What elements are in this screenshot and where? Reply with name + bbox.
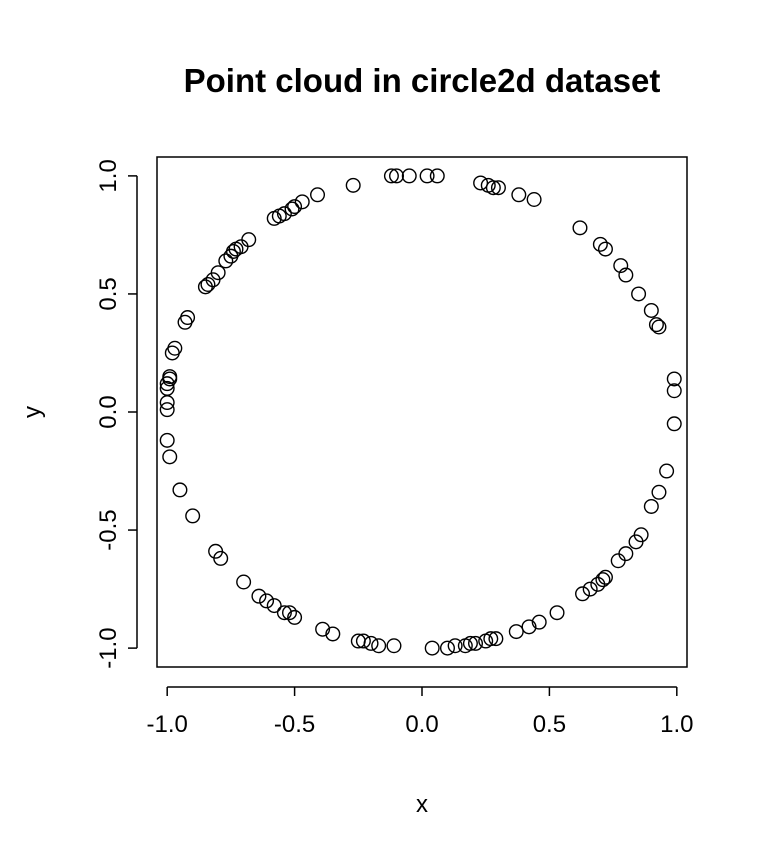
data-point <box>462 635 478 651</box>
data-point <box>200 277 216 293</box>
data-point <box>447 638 463 654</box>
data-point <box>401 168 417 184</box>
data-point <box>389 168 405 184</box>
data-point <box>490 180 506 196</box>
y-axis-label: y <box>19 406 46 418</box>
data-point <box>371 638 387 654</box>
data-point <box>294 194 310 210</box>
data-point <box>197 279 213 295</box>
data-point <box>643 498 659 514</box>
data-point <box>241 232 257 248</box>
data-point <box>159 402 175 418</box>
data-point <box>485 180 501 196</box>
data-point <box>488 631 504 647</box>
data-point <box>363 635 379 651</box>
data-point <box>666 416 682 432</box>
data-point <box>162 449 178 465</box>
x-axis-label: x <box>416 791 428 818</box>
data-point <box>595 572 611 588</box>
data-point <box>284 201 300 217</box>
data-point <box>618 546 634 562</box>
y-tick-label: 1.0 <box>95 159 122 192</box>
chart-title: Point cloud in circle2d dataset <box>184 62 661 99</box>
data-point <box>651 484 667 500</box>
x-axis: -1.0 -0.5 0.0 0.5 1.0 <box>147 686 693 738</box>
data-point <box>355 633 371 649</box>
data-point <box>618 267 634 283</box>
data-point <box>659 463 675 479</box>
data-point <box>386 638 402 654</box>
data-point <box>266 598 282 614</box>
data-point <box>259 593 275 609</box>
x-tick-label: -1.0 <box>147 711 188 738</box>
data-point <box>666 383 682 399</box>
data-point <box>218 253 234 269</box>
data-point <box>159 432 175 448</box>
data-point <box>511 187 527 203</box>
data-point <box>429 168 445 184</box>
data-point <box>325 626 341 642</box>
data-point <box>643 302 659 318</box>
data-point <box>282 605 298 621</box>
data-point <box>508 624 524 640</box>
data-point <box>666 371 682 387</box>
y-tick-label: -0.5 <box>95 509 122 550</box>
data-point <box>345 177 361 193</box>
data-point <box>172 482 188 498</box>
data-point <box>236 574 252 590</box>
data-point <box>177 314 193 330</box>
data-point <box>424 640 440 656</box>
data-point <box>287 609 303 625</box>
y-tick-label: 0.5 <box>95 277 122 310</box>
y-tick-label: -1.0 <box>95 627 122 668</box>
x-tick-label: 0.0 <box>405 711 438 738</box>
data-point <box>419 168 435 184</box>
data-point <box>164 345 180 361</box>
data-point <box>597 241 613 257</box>
data-point <box>572 220 588 236</box>
data-point <box>213 550 229 566</box>
data-point <box>439 640 455 656</box>
data-point <box>287 199 303 215</box>
data-point <box>592 236 608 252</box>
data-point <box>648 317 664 333</box>
data-point <box>159 376 175 392</box>
data-point <box>597 569 613 585</box>
data-point <box>531 614 547 630</box>
data-point <box>521 619 537 635</box>
data-point <box>549 605 565 621</box>
data-point <box>159 395 175 411</box>
data-point <box>251 588 267 604</box>
x-tick-label: -0.5 <box>274 711 315 738</box>
data-point <box>610 553 626 569</box>
data-point <box>223 248 239 264</box>
data-point <box>473 175 489 191</box>
data-point <box>266 210 282 226</box>
y-axis: -1.0 -0.5 0.0 0.5 1.0 <box>95 159 138 669</box>
data-point <box>633 527 649 543</box>
points-layer <box>159 168 682 656</box>
data-point <box>310 187 326 203</box>
data-point <box>315 621 331 637</box>
data-point <box>483 631 499 647</box>
data-point <box>185 508 201 524</box>
data-point <box>526 191 542 207</box>
data-point <box>276 605 292 621</box>
data-point <box>631 286 647 302</box>
data-point <box>383 168 399 184</box>
data-point <box>575 586 591 602</box>
data-point <box>651 319 667 335</box>
plot-frame <box>156 156 688 668</box>
data-point <box>468 635 484 651</box>
data-point <box>613 258 629 274</box>
x-tick-label: 0.5 <box>533 711 566 738</box>
data-point <box>582 581 598 597</box>
x-tick-label: 1.0 <box>660 711 693 738</box>
y-tick-label: 0.0 <box>95 395 122 428</box>
